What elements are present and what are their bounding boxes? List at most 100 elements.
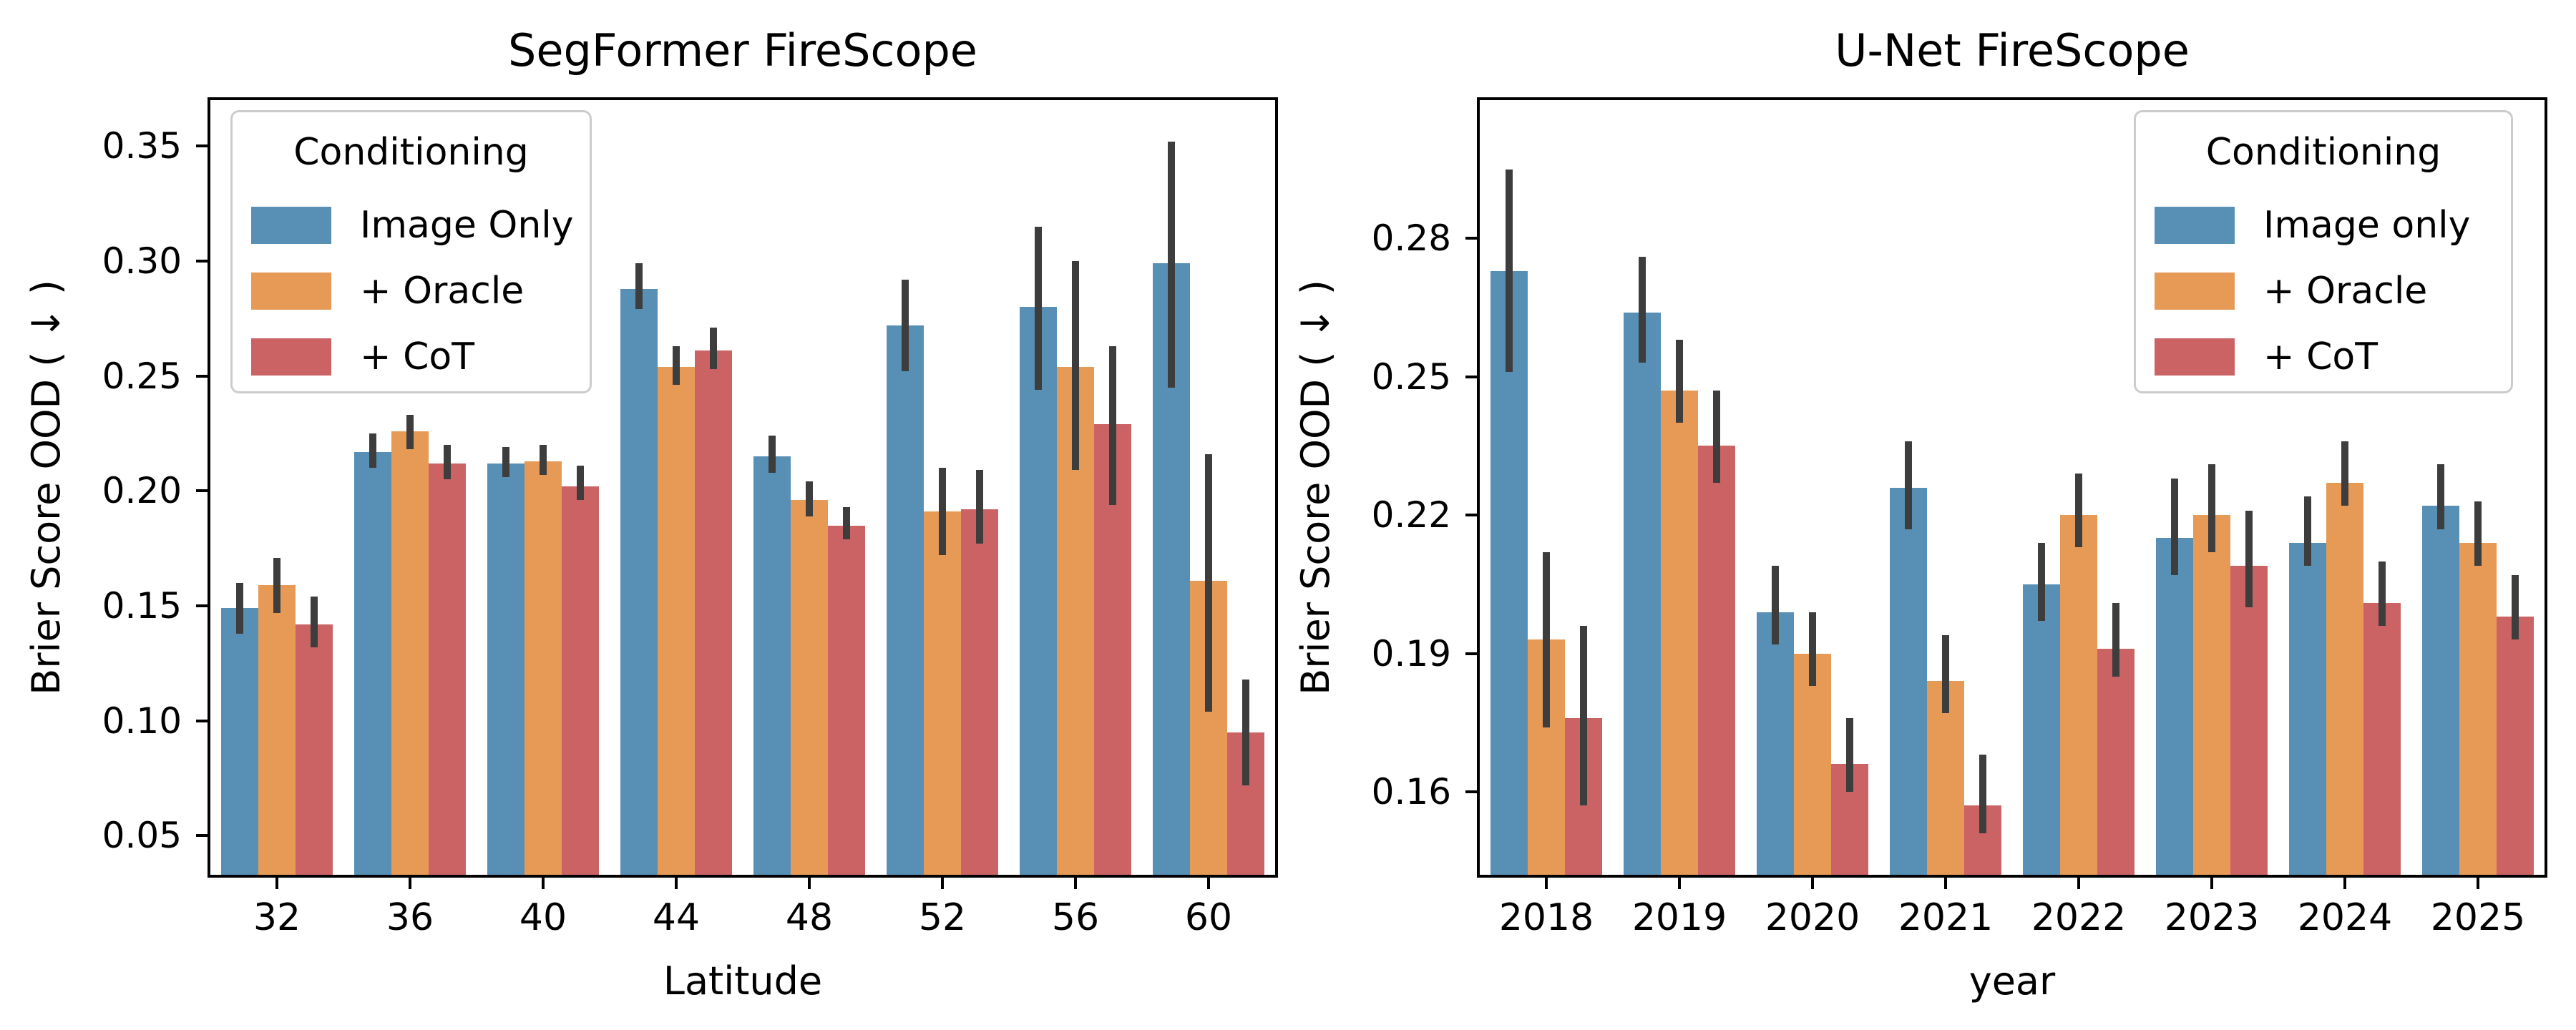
error-bar: [502, 447, 509, 478]
x-tick-label: 44: [652, 896, 701, 939]
legend-swatch: [2155, 207, 2235, 244]
y-tick-label: 0.20: [102, 470, 182, 512]
bar: [354, 451, 391, 875]
x-tick-label: 2025: [2430, 896, 2526, 939]
bar: [487, 463, 525, 875]
bar: [1794, 653, 1831, 875]
bar: [791, 500, 828, 875]
bar: [1890, 487, 1927, 875]
x-tick-mark: [808, 875, 811, 889]
x-tick-mark: [1074, 875, 1077, 889]
legend-swatch: [2155, 273, 2235, 310]
unet-chart: U-Net FireScope 0.16 0.19 0.22 0.25 0.28 2018 2…: [1293, 26, 2547, 1001]
bar: [1927, 681, 1964, 875]
bar: [2230, 566, 2268, 875]
error-bar: [406, 415, 414, 450]
y-tick-label: 0.16: [1371, 770, 1451, 813]
error-bar: [540, 445, 547, 475]
x-tick-label: 48: [785, 896, 834, 939]
legend-item-label: + Oracle: [2263, 270, 2428, 313]
legend-item-label: Image only: [2263, 204, 2471, 247]
bar: [2363, 602, 2401, 875]
error-bar: [1979, 755, 1986, 833]
error-bar: [1809, 612, 1816, 686]
error-bar: [2341, 441, 2348, 506]
x-tick-label: 56: [1051, 896, 1100, 939]
x-tick-label: 2022: [2031, 896, 2127, 939]
legend-item: Image Only: [251, 204, 574, 247]
error-bar: [236, 582, 243, 634]
x-tick-mark: [1207, 875, 1210, 889]
chart-title: U-Net FireScope: [1835, 24, 2190, 77]
error-bar: [673, 345, 680, 386]
legend-item-label: + CoT: [360, 335, 474, 378]
legend-item: + Oracle: [2155, 273, 2492, 310]
error-bar: [2038, 542, 2045, 622]
error-bar: [1639, 257, 1646, 363]
bar: [1698, 446, 1735, 875]
error-bar: [1168, 141, 1175, 388]
bar: [2060, 515, 2097, 875]
error-bar: [1205, 453, 1212, 712]
x-tick-mark: [2343, 875, 2346, 889]
bar: [2023, 584, 2060, 875]
bar: [2422, 506, 2459, 875]
legend: Conditioning Image Only + Oracle + CoT: [230, 110, 592, 393]
y-tick-mark: [196, 489, 210, 493]
y-tick-label: 0.25: [102, 355, 182, 397]
bar: [296, 624, 333, 875]
x-tick-mark: [2077, 875, 2080, 889]
error-bar: [444, 445, 451, 480]
error-bar: [1676, 340, 1683, 423]
error-bar: [976, 470, 983, 544]
bar: [924, 511, 961, 875]
bar: [2097, 649, 2135, 875]
error-bar: [2245, 510, 2253, 608]
legend: Conditioning Image only + Oracle + CoT: [2134, 110, 2513, 393]
y-tick-mark: [196, 719, 210, 722]
x-tick-mark: [1678, 875, 1681, 889]
y-axis-label: Brier Score OOD ( ↓ ): [17, 100, 74, 875]
x-tick-mark: [409, 875, 411, 889]
error-bar: [1713, 391, 1720, 484]
x-tick-mark: [941, 875, 944, 889]
y-tick-mark: [196, 604, 210, 607]
bar: [2193, 515, 2230, 875]
x-tick-label: 40: [519, 896, 567, 939]
y-tick-mark: [1465, 652, 1480, 655]
bar: [1757, 612, 1794, 875]
y-tick-label: 0.05: [102, 815, 182, 857]
error-bar: [939, 468, 946, 556]
legend-item-label: + Oracle: [360, 270, 525, 313]
bar: [695, 350, 732, 875]
bar: [2156, 538, 2193, 875]
legend-item: + CoT: [2155, 338, 2492, 376]
bar: [221, 608, 258, 875]
y-tick-mark: [196, 834, 210, 838]
y-tick-label: 0.35: [102, 125, 182, 167]
legend-title: Conditioning: [2205, 131, 2441, 174]
x-axis-label: year: [1968, 958, 2056, 1004]
bar: [828, 525, 865, 875]
error-bar: [2379, 561, 2386, 626]
legend-item: + CoT: [251, 338, 571, 376]
legend-item: + Oracle: [251, 273, 571, 310]
x-tick-mark: [1545, 875, 1548, 889]
error-bar: [2171, 478, 2178, 575]
y-tick-label: 0.30: [102, 240, 182, 282]
bar: [753, 456, 791, 875]
error-bar: [710, 328, 717, 369]
bar: [391, 431, 429, 875]
y-axis-label-text: Brier Score OOD ( ↓ ): [23, 280, 69, 695]
chart-title: SegFormer FireScope: [508, 24, 977, 77]
y-tick-label: 0.10: [102, 700, 182, 742]
bar: [658, 366, 695, 875]
y-tick-label: 0.15: [102, 585, 182, 627]
error-bar: [806, 481, 813, 516]
bar: [429, 463, 466, 875]
error-bar: [843, 506, 850, 539]
legend-item-label: Image Only: [360, 204, 574, 247]
y-tick-label: 0.19: [1371, 632, 1451, 675]
x-tick-label: 2019: [1631, 896, 1727, 939]
